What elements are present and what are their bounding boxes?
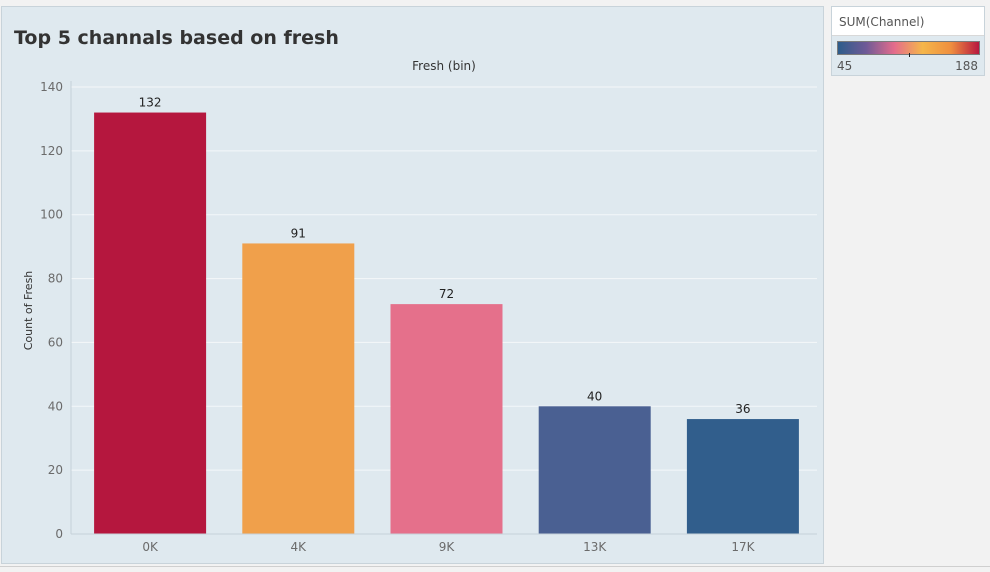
bar-0K[interactable] bbox=[94, 112, 207, 535]
status-divider bbox=[0, 566, 990, 567]
y-tick-label: 140 bbox=[40, 80, 63, 94]
y-tick-label: 80 bbox=[48, 272, 63, 286]
column-header: Fresh (bin) bbox=[412, 59, 476, 73]
bar-4K[interactable] bbox=[242, 243, 355, 534]
x-tick-label: 9K bbox=[439, 540, 456, 554]
data-label: 132 bbox=[139, 96, 162, 110]
y-tick-label: 120 bbox=[40, 144, 63, 158]
y-tick-label: 100 bbox=[40, 208, 63, 222]
bar-17K[interactable] bbox=[686, 419, 799, 534]
data-label: 91 bbox=[291, 226, 306, 240]
chart-sheet: Top 5 channals based on fresh Fresh (bin… bbox=[1, 6, 824, 564]
legend-max-label: 188 bbox=[955, 59, 978, 73]
color-legend: SUM(Channel) 45 188 bbox=[831, 6, 985, 76]
y-tick-label: 0 bbox=[55, 527, 63, 541]
chart-title: Top 5 channals based on fresh bbox=[14, 27, 339, 49]
x-tick-label: 17K bbox=[731, 540, 755, 554]
data-label: 72 bbox=[439, 287, 454, 301]
data-label: 36 bbox=[735, 402, 750, 416]
y-tick-label: 20 bbox=[48, 463, 63, 477]
y-tick-label: 60 bbox=[48, 335, 63, 349]
y-axis-label: Count of Fresh bbox=[22, 271, 35, 351]
x-tick-label: 0K bbox=[142, 540, 159, 554]
bar-13K[interactable] bbox=[538, 406, 651, 534]
legend-min-label: 45 bbox=[837, 59, 853, 73]
x-tick-label: 13K bbox=[583, 540, 607, 554]
y-tick-label: 40 bbox=[48, 399, 63, 413]
legend-marker bbox=[908, 53, 910, 57]
legend-title: SUM(Channel) bbox=[832, 7, 984, 36]
x-tick-label: 4K bbox=[291, 540, 308, 554]
bar-chart: Fresh (bin) 0 20 40 60 80 100 120 140 Count of Fr… bbox=[22, 59, 817, 554]
bar-9K[interactable] bbox=[390, 304, 503, 534]
data-label: 40 bbox=[587, 389, 602, 403]
